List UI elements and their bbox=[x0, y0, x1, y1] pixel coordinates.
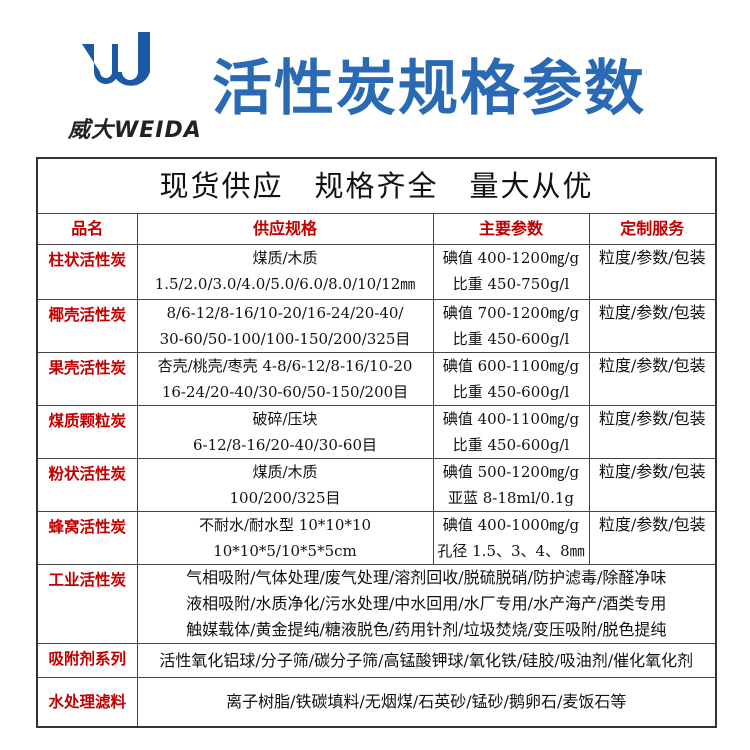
custom-service: 粒度/参数/包装 bbox=[588, 458, 717, 512]
param-line: 亚蓝 8-18ml/0.1g bbox=[448, 489, 574, 507]
table-row: 吸附剂系列 活性氧化铝球/分子筛/碳分子筛/高锰酸钾球/氧化铁/硅胶/吸油剂/催化… bbox=[36, 643, 717, 678]
category-name: 水处理滤料 bbox=[36, 677, 138, 727]
product-name: 椰壳活性炭 bbox=[36, 299, 138, 353]
category-name: 吸附剂系列 bbox=[36, 643, 138, 678]
main-params: 碘值 400-1000㎎/g 孔径 1.5、3、4、8㎜ bbox=[432, 511, 590, 565]
usage-line: 触媒载体/黄金提纯/糖液脱色/药用针剂/垃圾焚烧/变压吸附/脱色提纯 bbox=[186, 620, 667, 639]
page-title: 活性炭规格参数 bbox=[212, 54, 646, 124]
param-line: 碘值 400-1000㎎/g bbox=[442, 516, 580, 534]
spec-line: 16-24/20-40/30-60/50-150/200目 bbox=[161, 383, 409, 401]
custom-service: 粒度/参数/包装 bbox=[588, 405, 717, 459]
product-name: 煤质颗粒炭 bbox=[36, 405, 138, 459]
main-params: 碘值 700-1200㎎/g 比重 450-600g/l bbox=[432, 299, 590, 353]
spec-line: 100/200/325目 bbox=[229, 489, 341, 507]
header-params: 主要参数 bbox=[432, 213, 590, 245]
logo-text: 威大WEIDA bbox=[68, 118, 202, 143]
custom-service: 粒度/参数/包装 bbox=[588, 511, 717, 565]
usage-line: 气相吸附/气体处理/废气处理/溶剂回收/脱硫脱硝/防护滤毒/除醛净味 bbox=[186, 568, 667, 587]
header-spec: 供应规格 bbox=[136, 213, 434, 245]
usage-line: 活性氧化铝球/分子筛/碳分子筛/高锰酸钾球/氧化铁/硅胶/吸油剂/催化氧化剂 bbox=[159, 650, 694, 670]
table-row: 椰壳活性炭 8/6-12/8-16/10-20/16-24/20-40/30-6… bbox=[36, 299, 717, 353]
category-items: 活性氧化铝球/分子筛/碳分子筛/高锰酸钾球/氧化铁/硅胶/吸油剂/催化氧化剂 bbox=[136, 643, 717, 678]
param-line: 孔径 1.5、3、4、8㎜ bbox=[437, 542, 585, 560]
category-items: 气相吸附/气体处理/废气处理/溶剂回收/脱硫脱硝/防护滤毒/除醛净味 液相吸附/水… bbox=[136, 564, 717, 644]
header-service: 定制服务 bbox=[588, 213, 717, 245]
spec-line: 1.5/2.0/3.0/4.0/5.0/6.0/8.0/10/12㎜ bbox=[154, 275, 416, 293]
logo-mark-icon bbox=[82, 32, 150, 86]
param-line: 比重 450-600g/l bbox=[452, 383, 570, 401]
spec-line: 煤质/木质 bbox=[252, 463, 318, 481]
spec-table: 现货供应 规格齐全 量大从优 品名 供应规格 主要参数 定制服务 柱状活性炭 煤… bbox=[36, 157, 718, 728]
spec-line: 不耐水/耐水型 10*10*10 bbox=[198, 516, 372, 534]
usage-line: 液相吸附/水质净化/污水处理/中水回用/水厂专用/水产海产/酒类专用 bbox=[186, 594, 667, 613]
weida-logo: 威大WEIDA bbox=[50, 30, 201, 143]
param-line: 碘值 500-1200㎎/g bbox=[442, 463, 580, 481]
supply-spec: 杏壳/桃壳/枣壳 4-8/6-12/8-16/10-20 16-24/20-40/… bbox=[136, 352, 434, 406]
product-name: 蜂窝活性炭 bbox=[36, 511, 138, 565]
supply-spec: 煤质/木质 100/200/325目 bbox=[136, 458, 434, 512]
spec-line: 破碎/压块 bbox=[252, 410, 318, 428]
param-line: 碘值 400-1200㎎/g bbox=[442, 249, 580, 267]
table-row: 柱状活性炭 煤质/木质 1.5/2.0/3.0/4.0/5.0/6.0/8.0/1… bbox=[36, 244, 717, 300]
supply-spec: 破碎/压块 6-12/8-16/20-40/30-60目 bbox=[136, 405, 434, 459]
param-line: 比重 450-750g/l bbox=[452, 275, 570, 293]
custom-service: 粒度/参数/包装 bbox=[588, 352, 717, 406]
custom-service: 粒度/参数/包装 bbox=[588, 299, 717, 353]
param-line: 碘值 600-1100㎎/g bbox=[442, 357, 580, 375]
spec-line: 杏壳/桃壳/枣壳 4-8/6-12/8-16/10-20 bbox=[157, 357, 413, 375]
table-row: 果壳活性炭 杏壳/桃壳/枣壳 4-8/6-12/8-16/10-20 16-24/… bbox=[36, 352, 717, 406]
main-params: 碘值 400-1100㎎/g 比重 450-600g/l bbox=[432, 405, 590, 459]
param-line: 碘值 700-1200㎎/g bbox=[442, 304, 580, 322]
category-items: 离子树脂/铁碳填料/无烟煤/石英砂/锰砂/鹅卵石/麦饭石等 bbox=[136, 677, 717, 727]
category-name: 工业活性炭 bbox=[36, 564, 138, 644]
usage-line: 离子树脂/铁碳填料/无烟煤/石英砂/锰砂/鹅卵石/麦饭石等 bbox=[226, 691, 627, 711]
product-name: 柱状活性炭 bbox=[36, 244, 138, 300]
banner-slogan: 现货供应 规格齐全 量大从优 bbox=[36, 157, 717, 214]
table-row: 煤质颗粒炭 破碎/压块 6-12/8-16/20-40/30-60目 碘值 400… bbox=[36, 405, 717, 459]
custom-service: 粒度/参数/包装 bbox=[588, 244, 717, 300]
table-row: 蜂窝活性炭 不耐水/耐水型 10*10*10 10*10*5/10*5*5cm 碘… bbox=[36, 511, 717, 565]
product-name: 果壳活性炭 bbox=[36, 352, 138, 406]
main-params: 碘值 400-1200㎎/g 比重 450-750g/l bbox=[432, 244, 590, 300]
spec-line: 30-60/50-100/100-150/200/325目 bbox=[159, 330, 411, 348]
supply-spec: 8/6-12/8-16/10-20/16-24/20-40/30-60/50-1… bbox=[136, 299, 434, 353]
spec-line: 10*10*5/10*5*5cm bbox=[213, 542, 357, 560]
param-line: 碘值 400-1100㎎/g bbox=[442, 410, 580, 428]
main-params: 碘值 500-1200㎎/g 亚蓝 8-18ml/0.1g bbox=[432, 458, 590, 512]
spec-line: 8/6-12/8-16/10-20/16-24/20-40/ bbox=[166, 304, 404, 322]
param-line: 比重 450-600g/l bbox=[452, 330, 570, 348]
table-row: 水处理滤料 离子树脂/铁碳填料/无烟煤/石英砂/锰砂/鹅卵石/麦饭石等 bbox=[36, 677, 717, 727]
supply-spec: 煤质/木质 1.5/2.0/3.0/4.0/5.0/6.0/8.0/10/12㎜ bbox=[136, 244, 434, 300]
product-name: 粉状活性炭 bbox=[36, 458, 138, 512]
spec-line: 煤质/木质 bbox=[252, 249, 318, 267]
table-row: 工业活性炭 气相吸附/气体处理/废气处理/溶剂回收/脱硫脱硝/防护滤毒/除醛净味液… bbox=[36, 564, 717, 644]
header-name: 品名 bbox=[36, 213, 138, 245]
spec-line: 6-12/8-16/20-40/30-60目 bbox=[192, 436, 378, 454]
param-line: 比重 450-600g/l bbox=[452, 436, 570, 454]
table-row: 粉状活性炭 煤质/木质 100/200/325目 碘值 500-1200㎎/g 亚蓝… bbox=[36, 458, 717, 512]
main-params: 碘值 600-1100㎎/g 比重 450-600g/l bbox=[432, 352, 590, 406]
supply-spec: 不耐水/耐水型 10*10*10 10*10*5/10*5*5cm bbox=[136, 511, 434, 565]
